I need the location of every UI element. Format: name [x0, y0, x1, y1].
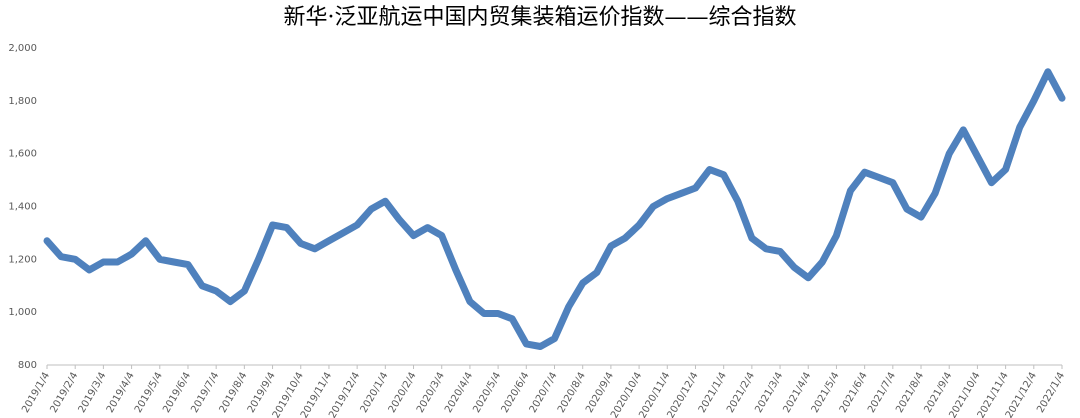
x-tick-label: 2020/9/4	[584, 371, 616, 415]
y-tick-label: 1,200	[8, 254, 37, 265]
x-tick-label: 2020/5/4	[471, 370, 503, 414]
x-tick-label: 2020/3/4	[415, 371, 447, 415]
x-tick-label: 2020/8/4	[556, 371, 588, 415]
x-tick-label: 2021/1/4	[697, 371, 729, 415]
x-tick-label: 2021/2/4	[725, 371, 757, 415]
x-tick-label: 2019/9/4	[246, 371, 278, 415]
x-tick-label: 2019/7/4	[189, 371, 221, 415]
y-tick-label: 2,000	[8, 43, 37, 54]
x-tick-label: 2019/3/4	[77, 371, 109, 415]
y-tick-label: 800	[18, 360, 37, 371]
x-tick-label: 2021/9/4	[922, 371, 954, 415]
y-tick-label: 1,400	[8, 202, 37, 213]
x-tick-label: 2021/5/4	[810, 371, 842, 415]
x-tick-label: 2020/4/4	[443, 370, 475, 414]
x-tick-label: 2020/7/4	[528, 371, 560, 415]
x-tick-label: 2019/6/4	[161, 371, 193, 415]
x-tick-label: 2020/6/4	[500, 371, 532, 415]
x-tick-label: 2021/6/4	[838, 371, 870, 415]
x-tick-label: 2020/1/4	[359, 371, 391, 415]
y-tick-label: 1,600	[8, 149, 37, 160]
y-tick-label: 1,800	[8, 96, 37, 107]
x-tick-label: 2019/8/4	[218, 371, 250, 415]
x-tick-label: 2019/1/4	[20, 371, 52, 415]
x-tick-label: 2021/7/4	[866, 371, 898, 415]
x-tick-label: 2019/5/4	[133, 371, 165, 415]
x-tick-label: 2021/8/4	[894, 371, 926, 415]
y-tick-label: 1,000	[8, 307, 37, 318]
x-tick-label: 2020/2/4	[387, 371, 419, 415]
x-tick-label: 2021/3/4	[753, 371, 785, 415]
x-tick-label: 2022/1/4	[1035, 371, 1067, 415]
x-tick-label: 2021/4/4	[781, 371, 813, 415]
x-tick-label: 2019/4/4	[105, 371, 137, 415]
x-tick-label: 2019/2/4	[48, 371, 80, 415]
chart-title: 新华·泛亚航运中国内贸集装箱运价指数——综合指数	[284, 5, 797, 30]
series-line	[43, 68, 1066, 350]
